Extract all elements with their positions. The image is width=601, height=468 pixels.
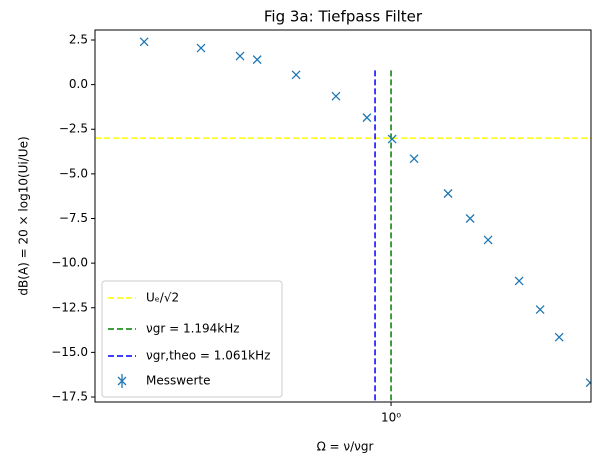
data-point (362, 113, 372, 123)
data-point (483, 235, 493, 245)
legend-label: Messwerte (146, 374, 210, 388)
data-point (535, 305, 545, 314)
y-tick-label: −5.0 (59, 166, 88, 180)
y-tick-label: −2.5 (59, 122, 88, 136)
y-tick-label: −7.5 (59, 211, 88, 225)
legend-box (101, 280, 283, 398)
data-point (291, 70, 301, 80)
legend-label: νgr = 1.194kHz (146, 322, 240, 336)
legend: Uₑ/√2 νgr = 1.194kHz νgr,theo = 1.061kHz Me… (101, 280, 283, 398)
data-point (196, 43, 206, 53)
data-point (252, 55, 262, 65)
data-point (443, 189, 453, 198)
y-tick-label: 2.5 (69, 32, 88, 46)
data-point (514, 276, 524, 286)
data-point (139, 37, 149, 47)
data-point (465, 214, 475, 223)
plot-area (95, 37, 591, 402)
plot-frame (94, 29, 592, 403)
y-tick-label: −17.5 (51, 390, 88, 404)
x-tick-label: 10⁰ (381, 411, 401, 425)
data-point (387, 134, 397, 144)
y-axis-label: dB(A) = 20 × log10(Ui/Ue) (17, 136, 31, 295)
data-point (331, 91, 341, 101)
y-tick-label: −12.5 (51, 300, 88, 314)
data-point (235, 51, 245, 61)
y-tick-label: 0.0 (69, 77, 88, 91)
x-axis-label: Ω = ν/νgr (317, 440, 374, 454)
legend-label: Uₑ/√2 (146, 291, 179, 305)
data-point (554, 332, 564, 342)
chart-title: Fig 3a: Tiefpass Filter (264, 8, 423, 26)
data-point (409, 154, 419, 164)
legend-swatch (117, 374, 127, 388)
data-point (585, 378, 591, 388)
y-tick-label: −15.0 (51, 345, 88, 359)
legend-label: νgr,theo = 1.061kHz (146, 349, 270, 363)
y-tick-label: −10.0 (51, 256, 88, 270)
